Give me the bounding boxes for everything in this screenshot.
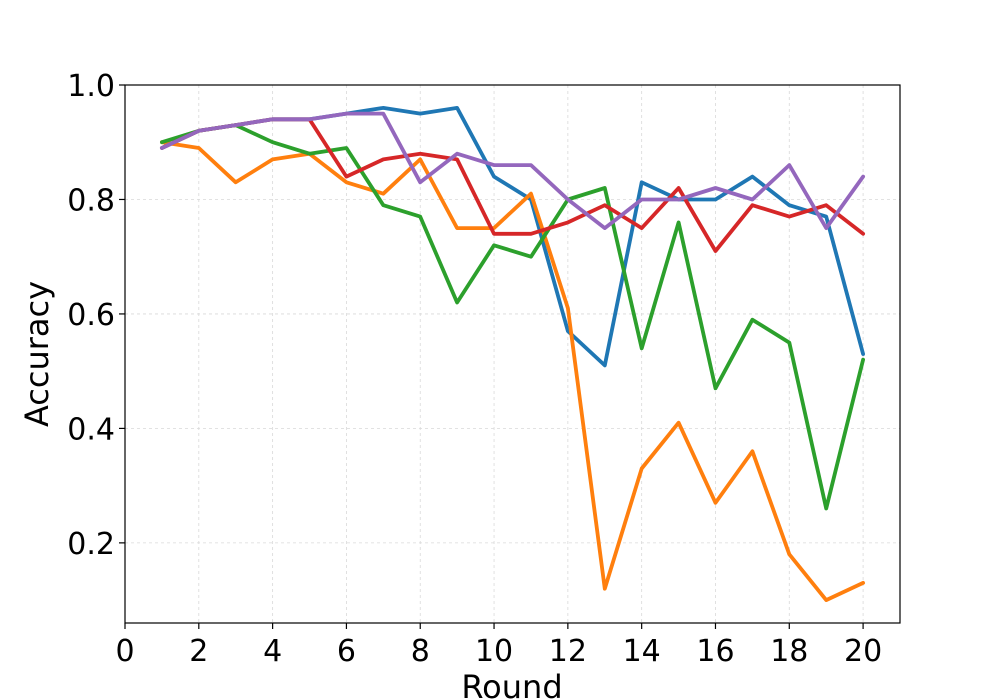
x-tick-label: 14 <box>623 634 661 669</box>
x-axis-ticks: 0 2 4 6 8 10 12 14 16 18 20 <box>115 623 882 669</box>
y-tick-label: 0.6 <box>67 298 115 333</box>
plot-frame <box>124 84 901 624</box>
y-tick-label: 0.2 <box>67 527 115 562</box>
y-axis-title: Accuracy <box>18 281 56 427</box>
x-tick-label: 2 <box>189 634 208 669</box>
series-line-5 <box>159 111 865 231</box>
x-tick-label: 20 <box>844 634 882 669</box>
x-tick-label: 4 <box>263 634 282 669</box>
x-tick-label: 16 <box>696 634 734 669</box>
y-tick-label: 0.8 <box>67 183 115 218</box>
x-tick-label: 8 <box>411 634 430 669</box>
x-tick-label: 6 <box>337 634 356 669</box>
series-line-3 <box>159 123 865 511</box>
series-line-1 <box>159 106 865 368</box>
x-tick-label: 12 <box>549 634 587 669</box>
x-tick-label: 0 <box>115 634 134 669</box>
y-axis-ticks: 0.2 0.4 0.6 0.8 1.0 <box>67 69 125 562</box>
x-axis-title: Round <box>461 668 562 700</box>
series-line-2 <box>159 140 865 602</box>
x-tick-label: 10 <box>475 634 513 669</box>
series-lines <box>159 106 865 602</box>
y-tick-label: 0.4 <box>67 412 115 447</box>
x-tick-label: 18 <box>770 634 808 669</box>
y-tick-label: 1.0 <box>67 69 115 104</box>
